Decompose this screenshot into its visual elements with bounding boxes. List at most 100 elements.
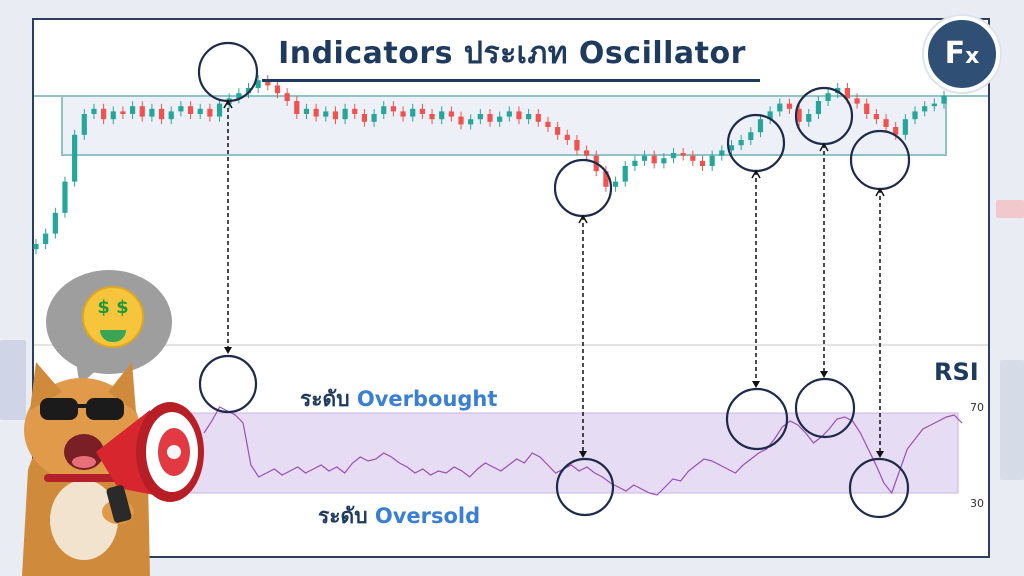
candle-body bbox=[902, 119, 908, 135]
candle-body bbox=[622, 166, 628, 182]
rsi-upper-level: 70 bbox=[970, 401, 984, 414]
money-tongue-icon bbox=[100, 330, 126, 342]
candle-body bbox=[168, 111, 174, 120]
candle-body bbox=[429, 114, 435, 120]
price-series bbox=[33, 75, 947, 255]
candle-body bbox=[187, 106, 194, 114]
arrow-head-down-icon bbox=[752, 381, 760, 388]
candle-body bbox=[381, 106, 387, 114]
candle-body bbox=[294, 101, 300, 114]
candle-body bbox=[864, 103, 870, 114]
candle-body bbox=[651, 155, 657, 164]
candle-body bbox=[825, 93, 831, 101]
candle-body bbox=[197, 108, 203, 114]
candle-body bbox=[661, 158, 667, 164]
oversold-prefix: ระดับ bbox=[318, 504, 368, 528]
candle-body bbox=[439, 111, 445, 120]
overbought-label: ระดับ Overbought bbox=[300, 383, 497, 416]
arrow-head-up-icon bbox=[875, 187, 885, 197]
oversold-word: Oversold bbox=[374, 504, 481, 528]
candle-body bbox=[81, 114, 87, 135]
candle-body bbox=[815, 101, 822, 114]
candle-body bbox=[400, 111, 406, 117]
arrow-head-up-icon bbox=[578, 214, 588, 224]
candle-body bbox=[178, 106, 184, 112]
candle-body bbox=[535, 114, 541, 122]
oversold-label: ระดับ Oversold bbox=[318, 500, 480, 533]
candle-body bbox=[786, 103, 793, 109]
candle-body bbox=[313, 108, 319, 117]
candle-body bbox=[893, 127, 899, 135]
candle-body bbox=[941, 95, 947, 104]
candle-body bbox=[564, 134, 570, 140]
candle-body bbox=[129, 106, 136, 114]
candle-body bbox=[245, 88, 252, 94]
candle-body bbox=[323, 111, 329, 117]
candle-body bbox=[448, 111, 454, 117]
candle-body bbox=[583, 150, 590, 156]
overbought-word: Overbought bbox=[356, 387, 498, 411]
candle-body bbox=[91, 108, 97, 114]
candle-body bbox=[371, 114, 377, 122]
candle-body bbox=[526, 114, 532, 120]
arrow-head-up-icon bbox=[751, 169, 761, 179]
candle-body bbox=[728, 145, 735, 151]
logo-subletter: x bbox=[965, 44, 980, 69]
candle-body bbox=[873, 114, 879, 120]
signal-circle bbox=[794, 377, 856, 439]
candle-body bbox=[612, 181, 619, 187]
candle-body bbox=[303, 108, 310, 114]
candle-body bbox=[52, 212, 58, 234]
candle-body bbox=[149, 108, 155, 117]
candle-body bbox=[390, 106, 397, 112]
candle-body bbox=[680, 153, 686, 156]
signal-circle bbox=[198, 354, 258, 414]
signal-circle bbox=[725, 387, 789, 451]
candle-body bbox=[912, 111, 918, 120]
candle-body bbox=[497, 116, 503, 122]
candle-body bbox=[139, 106, 145, 117]
candle-body bbox=[641, 155, 648, 161]
candle-body bbox=[757, 119, 764, 133]
candle-body bbox=[265, 80, 271, 86]
candle-body bbox=[922, 106, 928, 112]
candle-body bbox=[506, 111, 512, 117]
fx-logo-icon: Fx bbox=[924, 16, 1000, 92]
candle-body bbox=[699, 160, 706, 166]
candle-body bbox=[110, 111, 116, 120]
candle-body bbox=[738, 140, 744, 146]
candle-body bbox=[101, 108, 107, 120]
candle-body bbox=[43, 233, 49, 244]
candle-body bbox=[632, 160, 638, 166]
candle-body bbox=[207, 108, 213, 117]
page-title: Indicators ประเภท Oscillator bbox=[278, 36, 746, 71]
candle-body bbox=[883, 119, 889, 127]
candle-body bbox=[516, 111, 522, 120]
candle-body bbox=[777, 103, 783, 112]
arrow-head-up-icon bbox=[223, 99, 233, 109]
candle-body bbox=[342, 108, 348, 120]
candle-body bbox=[709, 155, 715, 166]
rsi-title: RSI bbox=[934, 358, 979, 386]
signal-circle bbox=[848, 457, 910, 519]
signal-markers bbox=[197, 41, 911, 519]
candle-body bbox=[603, 171, 609, 187]
candle-body bbox=[72, 134, 78, 182]
candle-body bbox=[274, 85, 281, 94]
signal-circle bbox=[555, 457, 615, 517]
candle-body bbox=[284, 93, 290, 101]
candle-body bbox=[361, 114, 368, 122]
rsi-lower-level: 30 bbox=[970, 497, 984, 510]
arrow-head-down-icon bbox=[224, 347, 232, 354]
candle-body bbox=[410, 108, 416, 117]
background-decoration bbox=[996, 200, 1024, 218]
candle-body bbox=[62, 181, 68, 213]
candle-body bbox=[468, 119, 474, 125]
candle-body bbox=[796, 108, 802, 122]
arrow-head-up-icon bbox=[819, 142, 829, 152]
candle-body bbox=[690, 155, 696, 161]
candle-body bbox=[545, 121, 551, 127]
candle-body bbox=[719, 150, 725, 156]
